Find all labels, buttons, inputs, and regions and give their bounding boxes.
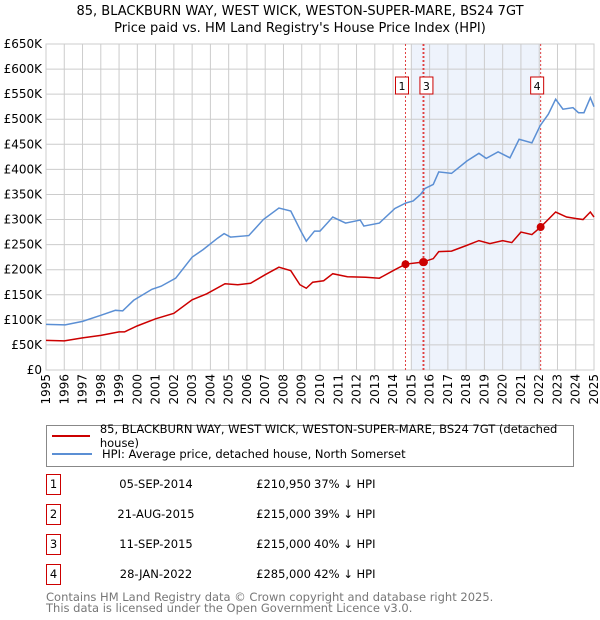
x-tick-label: 2000: [130, 374, 144, 405]
x-tick-label: 2010: [313, 374, 327, 405]
sale-point: [401, 260, 410, 269]
sale-marker-label: 4: [534, 80, 541, 93]
transaction-number: 1: [46, 474, 61, 495]
transaction-date: 28-JAN-2022: [119, 567, 193, 581]
x-tick-label: 1998: [94, 374, 108, 405]
x-tick-label: 2016: [423, 374, 437, 405]
line-chart: £0 £50K £100K £150K £200K £250K £300K £350K £400…: [4, 37, 600, 405]
transaction-number: 3: [46, 534, 61, 555]
y-tick-label: £150K: [4, 288, 44, 302]
x-tick-label: 2004: [203, 374, 217, 405]
x-tick-label: 2024: [569, 374, 583, 405]
transaction-date: 05-SEP-2014: [119, 477, 193, 491]
chart-subtitle: Price paid vs. HM Land Registry's House …: [114, 21, 486, 36]
x-tick-label: 2020: [496, 374, 510, 405]
transaction-hpi-diff: 42% ↓ HPI: [314, 567, 376, 581]
sale-point: [536, 223, 545, 232]
x-tick-label: 2009: [295, 374, 309, 405]
legend: 85, BLACKBURN WAY, WEST WICK, WESTON-SUP…: [46, 422, 574, 467]
transaction-date: 11-SEP-2015: [119, 537, 193, 551]
legend-item-property: 85, BLACKBURN WAY, WEST WICK, WESTON-SUP…: [52, 422, 573, 450]
property-price-line: [45, 210, 595, 342]
x-tick-label: 1996: [57, 374, 71, 405]
x-tick-label: 2022: [532, 374, 546, 405]
transaction-number: 2: [46, 504, 61, 525]
x-tick-label: 2002: [167, 374, 181, 405]
legend-swatch-blue: [52, 453, 92, 455]
x-tick-label: 2012: [350, 374, 364, 405]
x-tick-label: 2021: [514, 374, 528, 405]
transaction-price: £210,950: [256, 477, 311, 491]
transaction-number: 4: [46, 564, 61, 585]
x-tick-label: 2003: [185, 374, 199, 405]
sale-marker-box: [419, 76, 434, 95]
footer-line-2: This data is licensed under the Open Gov…: [46, 601, 413, 615]
y-tick-label: £200K: [4, 263, 44, 277]
legend-swatch-red: [52, 435, 90, 437]
sale-marker-label: 1: [398, 80, 405, 93]
transaction-row: 1 05-SEP-2014 £210,950 37% ↓ HPI: [46, 474, 446, 495]
legend-label: 85, BLACKBURN WAY, WEST WICK, WESTON-SUP…: [99, 422, 558, 450]
legend-label: HPI: Average price, detached house, Nort…: [102, 447, 406, 461]
transaction-hpi-diff: 37% ↓ HPI: [314, 477, 376, 491]
chart-title: 85, BLACKBURN WAY, WEST WICK, WESTON-SUP…: [76, 4, 524, 19]
shaded-period: [411, 44, 541, 370]
x-tick-label: 2017: [441, 374, 455, 405]
hpi-line: [45, 95, 595, 326]
x-tick-label: 2011: [331, 374, 345, 405]
footer-line-1: Contains HM Land Registry data © Crown c…: [46, 590, 494, 604]
x-tick-label: 1997: [76, 374, 90, 405]
x-tick-label: 2001: [149, 374, 163, 405]
x-tick-label: 2019: [477, 374, 491, 405]
transaction-price: £285,000: [256, 567, 311, 581]
y-tick-label: £650K: [4, 37, 44, 51]
sale-marker-label: 3: [423, 80, 430, 93]
y-tick-label: £250K: [4, 238, 44, 252]
x-tick-label: 2008: [276, 374, 290, 405]
x-tick-label: 2006: [240, 374, 254, 405]
x-tick-label: 2007: [258, 374, 272, 405]
y-tick-label: £0: [27, 363, 42, 377]
legend-item-hpi: HPI: Average price, detached house, Nort…: [52, 445, 406, 463]
transaction-row: 2 21-AUG-2015 £215,000 39% ↓ HPI: [46, 504, 446, 525]
x-tick-label: 2015: [404, 374, 418, 405]
y-tick-label: £300K: [4, 213, 44, 227]
y-tick-label: £400K: [4, 162, 44, 176]
x-tick-label: 1995: [39, 374, 53, 405]
x-tick-label: 1999: [112, 374, 126, 405]
plot-border: [45, 43, 595, 371]
transaction-row: 4 28-JAN-2022 £285,000 42% ↓ HPI: [46, 564, 446, 585]
x-tick-label: 2013: [368, 374, 382, 405]
sale-marker-box: [530, 76, 545, 95]
y-tick-label: £50K: [11, 338, 43, 352]
transaction-hpi-diff: 40% ↓ HPI: [314, 537, 376, 551]
x-tick-label: 2014: [386, 374, 400, 405]
transaction-date: 21-AUG-2015: [117, 507, 195, 521]
sale-point: [419, 258, 428, 267]
transaction-hpi-diff: 39% ↓ HPI: [314, 507, 376, 521]
transaction-price: £215,000: [256, 507, 311, 521]
x-tick-label: 2005: [222, 374, 236, 405]
y-tick-label: £500K: [4, 112, 44, 126]
transaction-row: 3 11-SEP-2015 £215,000 40% ↓ HPI: [46, 534, 446, 555]
transaction-price: £215,000: [256, 537, 311, 551]
y-tick-label: £550K: [4, 87, 44, 101]
x-tick-label: 2023: [550, 374, 564, 405]
y-tick-label: £100K: [4, 313, 44, 327]
x-tick-label: 2018: [459, 374, 473, 405]
y-tick-label: £450K: [4, 137, 44, 151]
y-tick-label: £350K: [4, 187, 44, 201]
x-tick-label: 2025: [587, 374, 600, 405]
sale-marker-box: [394, 76, 409, 95]
y-tick-label: £600K: [4, 62, 44, 76]
